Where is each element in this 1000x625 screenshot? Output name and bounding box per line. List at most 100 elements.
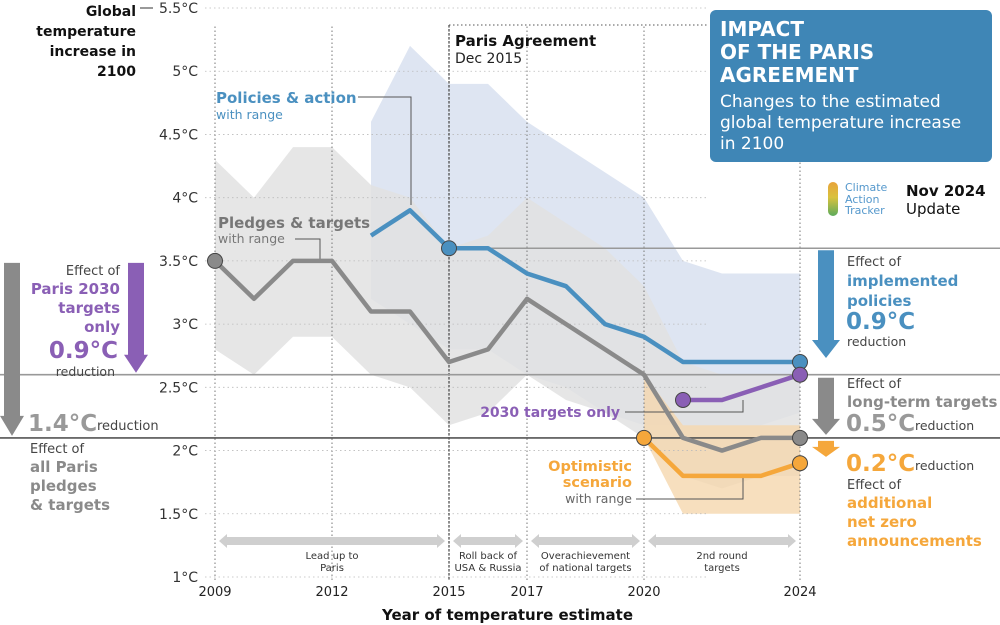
annotation-longterm-suffix: reduction bbox=[915, 418, 974, 433]
update-date: Nov 2024 bbox=[906, 182, 986, 200]
y-tick-label: 2°C bbox=[172, 444, 198, 460]
x-tick-label: 2017 bbox=[510, 585, 543, 600]
annotation-allpledges-suffix: reduction bbox=[97, 419, 159, 434]
y-tick-label: 5.5°C bbox=[159, 1, 198, 17]
marker-3 bbox=[675, 391, 691, 408]
series-sublabel-pledges: with range bbox=[218, 231, 285, 246]
annotation-netzero: announcements bbox=[847, 532, 982, 550]
annotation-paris2030: only bbox=[84, 318, 120, 336]
annotation-allpledges: Effect of bbox=[30, 442, 84, 457]
series-lines bbox=[213, 208, 801, 479]
y-tick-label: 4.5°C bbox=[159, 127, 198, 143]
annotation-paris2030-value: 0.9°C bbox=[49, 338, 118, 364]
annotation-netzero-suffix: reduction bbox=[915, 458, 974, 473]
logo-line: Climate bbox=[845, 181, 888, 194]
annotation-netzero-value: 0.2°C bbox=[846, 451, 915, 477]
annotation-longterm: long-term targets bbox=[847, 393, 997, 411]
annotation-allpledges: pledges bbox=[30, 477, 97, 495]
series-line-1 bbox=[213, 258, 800, 453]
annotation-netzero: Effect of bbox=[847, 478, 901, 493]
marker-5 bbox=[636, 429, 652, 446]
period-label: 2nd round bbox=[696, 551, 747, 562]
period-label: Overachievement bbox=[541, 551, 630, 562]
period-label: Roll back of bbox=[459, 551, 517, 562]
period-label: targets bbox=[704, 563, 740, 574]
annotation-implemented-value: 0.9°C bbox=[846, 309, 915, 335]
update-label: Nov 2024 Update bbox=[906, 182, 986, 218]
leader-optimistic bbox=[636, 478, 744, 500]
logo-line: Action bbox=[845, 192, 880, 206]
markers bbox=[207, 240, 808, 472]
annotation-netzero: net zero bbox=[847, 513, 917, 531]
logo-line: Tracker bbox=[845, 204, 885, 217]
x-tick-label: 2012 bbox=[315, 585, 348, 600]
marker-4 bbox=[792, 366, 808, 383]
series-line-2 bbox=[683, 372, 801, 403]
series-label-optimistic: Optimistic bbox=[548, 459, 632, 475]
annotation-implemented: Effect of bbox=[847, 255, 901, 270]
series-label-pledges: Pledges & targets bbox=[218, 214, 370, 232]
leader-policies bbox=[358, 96, 412, 205]
header-subtitle: Changes to the estimated global temperat… bbox=[720, 92, 962, 154]
annotation-longterm: Effect of bbox=[847, 377, 901, 392]
series-sublabel-optimistic: with range bbox=[565, 491, 632, 506]
logo-text: Climate Action Tracker bbox=[845, 182, 887, 217]
header-title: IMPACT OF THE PARIS AGREEMENT bbox=[720, 17, 875, 87]
annotation-allpledges: & targets bbox=[30, 496, 110, 514]
annotation-paris2030: Paris 2030 bbox=[31, 280, 120, 298]
period-label: of national targets bbox=[539, 563, 631, 574]
period-arrow-0 bbox=[219, 534, 445, 548]
arrow-all-pledges bbox=[0, 262, 24, 436]
series-line-0 bbox=[369, 208, 800, 365]
annotation-allpledges-value: 1.4°C bbox=[28, 411, 97, 437]
series-label-optimistic: scenario bbox=[563, 475, 632, 491]
y-tick-label: 1°C bbox=[172, 570, 198, 586]
series-sublabel-policies: with range bbox=[216, 107, 283, 122]
leader-pledges bbox=[295, 238, 321, 261]
period-label: Lead up to bbox=[305, 551, 358, 562]
paris-date: Dec 2015 bbox=[455, 51, 522, 67]
annotation-paris2030-suffix: reduction bbox=[56, 364, 115, 379]
arrow-netzero bbox=[812, 440, 840, 457]
y-axis-title: temperature bbox=[36, 24, 136, 40]
x-tick-label: 2009 bbox=[198, 585, 231, 600]
thermometer-logo-icon bbox=[828, 182, 838, 216]
y-tick-label: 1.5°C bbox=[159, 507, 198, 523]
x-tick-label: 2015 bbox=[432, 585, 465, 600]
annotation-longterm-value: 0.5°C bbox=[846, 411, 915, 437]
marker-6 bbox=[792, 455, 808, 472]
y-axis-title: 2100 bbox=[97, 64, 136, 80]
leader-2030 bbox=[625, 400, 744, 413]
y-tick-label: 5°C bbox=[172, 64, 198, 80]
annotation-implemented-suffix: reduction bbox=[847, 334, 906, 349]
y-axis-title: increase in bbox=[50, 44, 136, 60]
annotation-paris2030: targets bbox=[58, 299, 120, 317]
marker-7 bbox=[792, 429, 808, 446]
series-label-2030: 2030 targets only bbox=[480, 405, 620, 421]
text-labels: 1°C 1.5°C 2°C 2.5°C 3°C 3.5°C 4°C 4.5°C 5°C 5.5°C… bbox=[28, 1, 997, 624]
marker-0 bbox=[207, 252, 223, 269]
y-tick-label: 3°C bbox=[172, 317, 198, 333]
period-arrow-3 bbox=[648, 534, 796, 548]
x-tick-label: 2020 bbox=[627, 585, 660, 600]
update-text: Update bbox=[906, 200, 961, 218]
period-arrow-1 bbox=[453, 534, 523, 548]
annotation-paris2030: Effect of bbox=[66, 264, 120, 279]
range-band-3 bbox=[644, 374, 800, 514]
series-line-3 bbox=[642, 436, 801, 479]
y-tick-label: 2.5°C bbox=[159, 380, 198, 396]
arrow-paris2030 bbox=[124, 262, 148, 373]
y-tick-label: 4°C bbox=[172, 191, 198, 207]
annotation-implemented: policies bbox=[847, 292, 912, 310]
arrow-longterm bbox=[812, 377, 840, 435]
annotation-implemented: implemented bbox=[847, 272, 958, 290]
arrow-implemented bbox=[812, 250, 840, 359]
marker-1 bbox=[441, 240, 457, 257]
period-label: Paris bbox=[320, 563, 344, 574]
period-label: USA & Russia bbox=[454, 563, 521, 574]
y-axis-title: Global bbox=[86, 4, 136, 20]
y-tick-label: 3.5°C bbox=[159, 254, 198, 270]
annotation-allpledges: all Paris bbox=[30, 458, 98, 476]
grid bbox=[0, 7, 1000, 580]
x-tick-label: 2024 bbox=[783, 585, 816, 600]
